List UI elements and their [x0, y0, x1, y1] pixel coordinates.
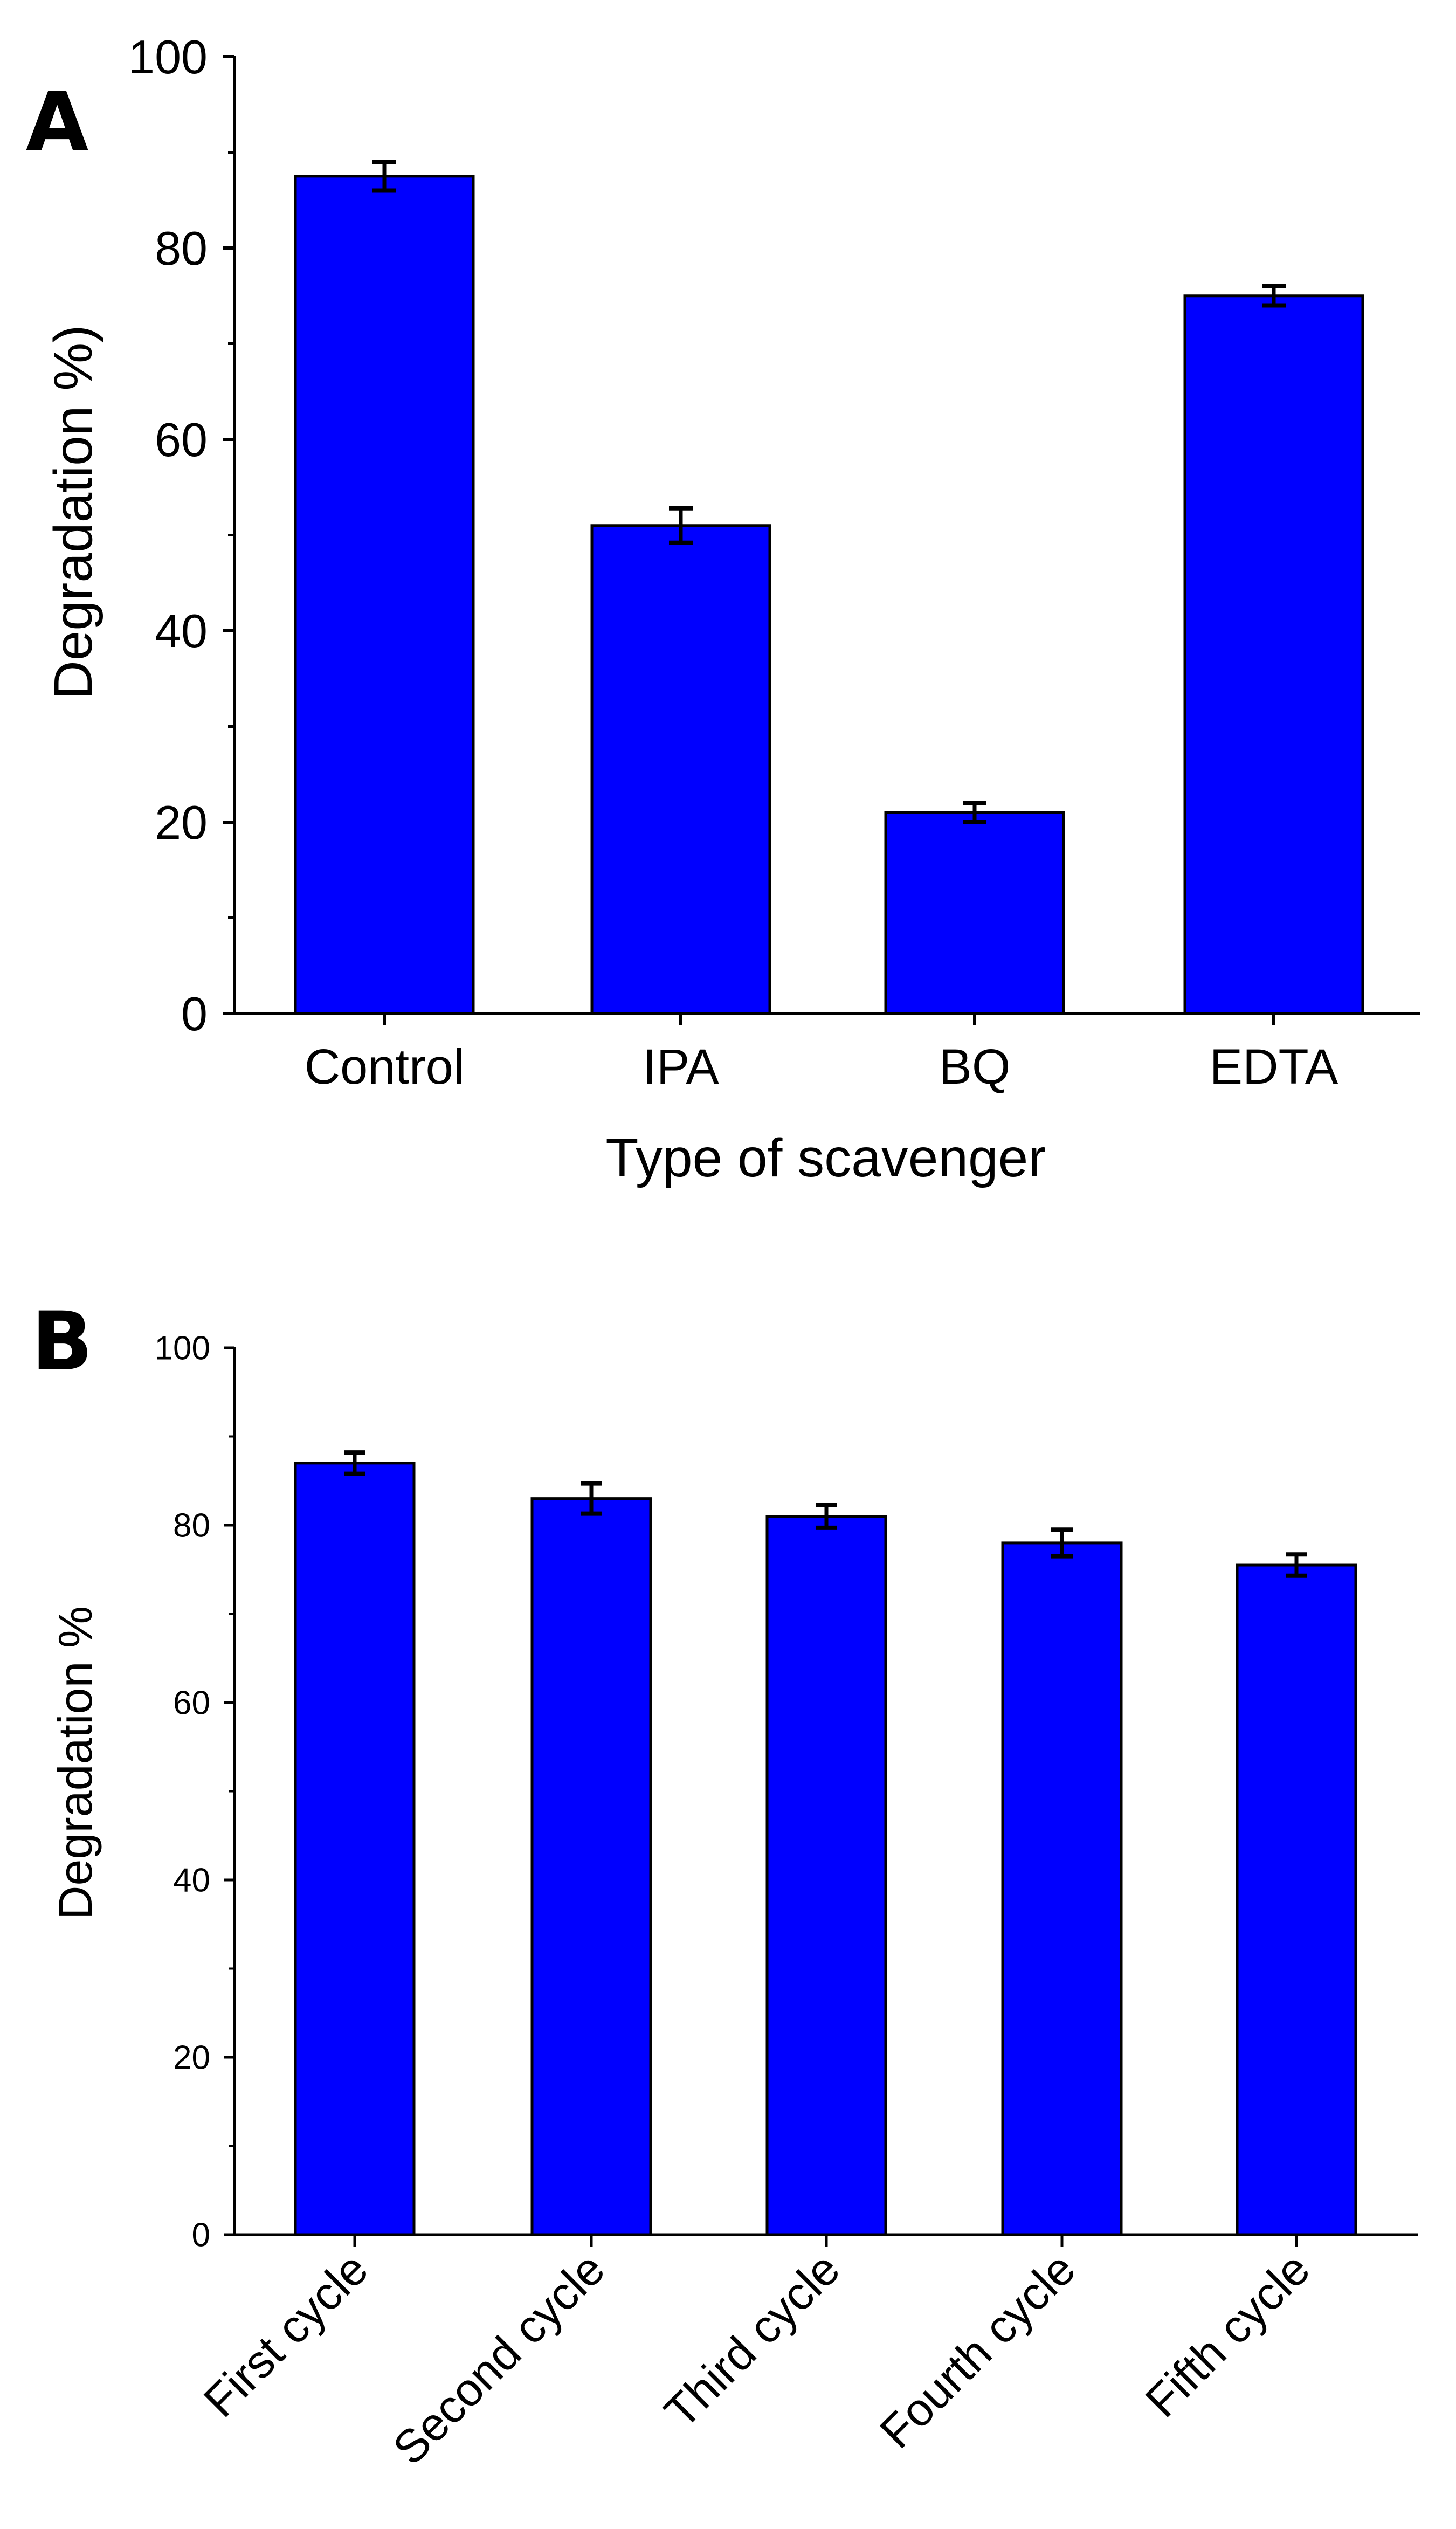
- y-tick-label: 60: [173, 1685, 210, 1722]
- error-bar-control: [372, 160, 396, 193]
- y-tick-label: 100: [128, 30, 208, 84]
- bar-second-cycle: [530, 1497, 652, 2236]
- error-bar-bq: [963, 801, 986, 824]
- bar-third-cycle: [765, 1515, 887, 2236]
- y-tick-label: 80: [155, 222, 208, 275]
- x-tick-label: EDTA: [1210, 1039, 1338, 1094]
- error-bar-third-cycle: [816, 1503, 837, 1530]
- panel-a-x-ticks: Control IPA BQ EDTA: [305, 1014, 1338, 1094]
- bar-fourth-cycle: [1001, 1541, 1123, 2236]
- error-bar-fourth-cycle: [1051, 1527, 1073, 1559]
- bar-bq: [884, 811, 1065, 1015]
- error-bar-fifth-cycle: [1286, 1552, 1307, 1578]
- error-bar-first-cycle: [344, 1450, 365, 1476]
- panel-a-y-axis-title: Degradation %): [43, 325, 103, 700]
- panel-b-y-axis-title: Degradation %: [49, 1606, 102, 1920]
- bar-fifth-cycle: [1236, 1563, 1357, 2236]
- panel-b-error-bars: [344, 1450, 1307, 1578]
- x-tick-label: BQ: [939, 1039, 1011, 1094]
- y-tick-label: 40: [173, 1862, 210, 1899]
- error-bar-second-cycle: [581, 1481, 602, 1516]
- x-tick-label: IPA: [643, 1039, 719, 1094]
- error-bar-ipa: [669, 506, 693, 545]
- y-tick-label: 20: [173, 2039, 210, 2077]
- y-tick-label: 60: [155, 413, 208, 466]
- chart-panel-a: A 0 20 40 60 80 100 Control IPA BQ EDTA Type of …: [26, 30, 1420, 1188]
- bar-ipa: [590, 524, 771, 1015]
- panel-a-letter: A: [26, 75, 88, 169]
- x-tick-label: Second cycle: [383, 2243, 615, 2475]
- y-tick-label: 80: [173, 1507, 210, 1545]
- panel-b-bars: [294, 1462, 1357, 2236]
- panel-b-y-ticks: 0 20 40 60 80 100: [155, 1330, 234, 2254]
- bar-edta: [1183, 294, 1364, 1015]
- panel-a-y-ticks: 0 20 40 60 80 100: [128, 30, 234, 1040]
- y-tick-label: 0: [192, 2217, 210, 2254]
- panel-a-x-axis-title: Type of scavenger: [605, 1128, 1046, 1188]
- error-bar-edta: [1262, 284, 1286, 308]
- x-tick-label: Control: [305, 1039, 465, 1094]
- bar-first-cycle: [294, 1462, 416, 2236]
- panel-b-x-ticks: First cycle Second cycle Third cycle Fourth…: [194, 2235, 1320, 2475]
- y-tick-label: 20: [155, 796, 208, 849]
- panel-b-letter: B: [31, 1295, 93, 1389]
- panel-a-error-bars: [372, 160, 1286, 824]
- y-tick-label: 100: [155, 1330, 210, 1367]
- chart-panel-b: B 0 20 40 60 80 100 First cycle Second cycle Th…: [31, 1295, 1418, 2475]
- y-tick-label: 40: [155, 604, 208, 658]
- bar-control: [294, 175, 475, 1015]
- x-tick-label: Third cycle: [655, 2243, 850, 2438]
- x-tick-label: First cycle: [194, 2243, 378, 2428]
- x-tick-label: Fifth cycle: [1136, 2243, 1320, 2428]
- y-tick-label: 0: [181, 987, 208, 1040]
- panel-a-bars: [294, 175, 1364, 1015]
- x-tick-label: Fourth cycle: [870, 2243, 1085, 2458]
